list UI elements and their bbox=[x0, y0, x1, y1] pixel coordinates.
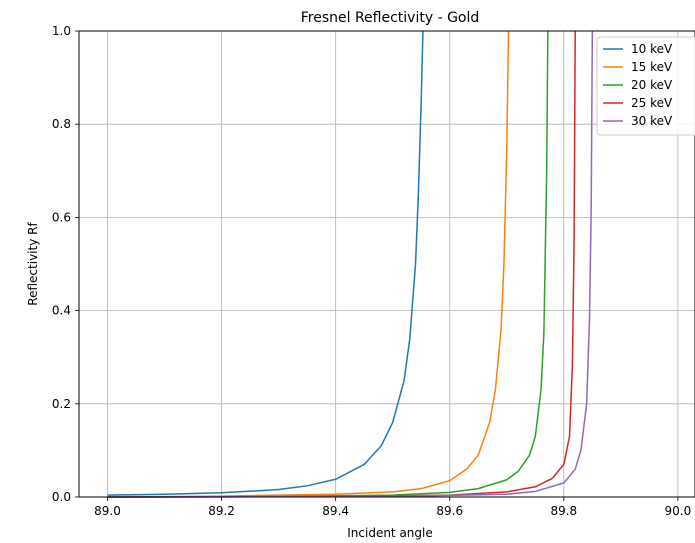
x-tick-label: 90.0 bbox=[665, 504, 692, 518]
legend-label: 15 keV bbox=[631, 60, 673, 74]
legend-box bbox=[596, 36, 695, 136]
legend-label: 30 keV bbox=[631, 114, 673, 128]
legend-label: 10 keV bbox=[631, 42, 673, 56]
series-line-1 bbox=[107, 30, 424, 496]
y-tick-label: 0.8 bbox=[52, 117, 71, 131]
y-tick-label: 0.6 bbox=[52, 210, 71, 224]
x-tick-label: 89.8 bbox=[550, 504, 577, 518]
legend: 10 keV 15 keV 20 keV 25 keV 30 keV bbox=[596, 36, 695, 136]
x-tick-label: 89.4 bbox=[322, 504, 349, 518]
x-tick-label: 89.6 bbox=[436, 504, 463, 518]
chart-title: Fresnel Reflectivity - Gold bbox=[301, 10, 480, 26]
y-tick-label: 1.0 bbox=[52, 24, 71, 38]
plot-frame bbox=[78, 30, 695, 498]
y-axis-label: Reflectivity Rf bbox=[26, 222, 40, 306]
x-tick-label: 89.2 bbox=[208, 504, 235, 518]
legend-label: 25 keV bbox=[631, 96, 673, 110]
x-tick-label: 89.0 bbox=[94, 504, 121, 518]
series-layer bbox=[107, 30, 594, 498]
series-line-5 bbox=[107, 30, 594, 498]
y-tick-label: 0.2 bbox=[52, 397, 71, 411]
y-tick-label: 0.4 bbox=[52, 304, 71, 318]
ticks: 89.0 89.2 89.4 89.6 89.8 90.0 0.0 0.2 0.4 0.6 0.8 1… bbox=[52, 24, 691, 518]
y-tick-label: 0.0 bbox=[52, 490, 71, 504]
series-line-2 bbox=[107, 30, 510, 498]
x-axis-label: Incident angle bbox=[347, 526, 433, 540]
legend-label: 20 keV bbox=[631, 78, 673, 92]
